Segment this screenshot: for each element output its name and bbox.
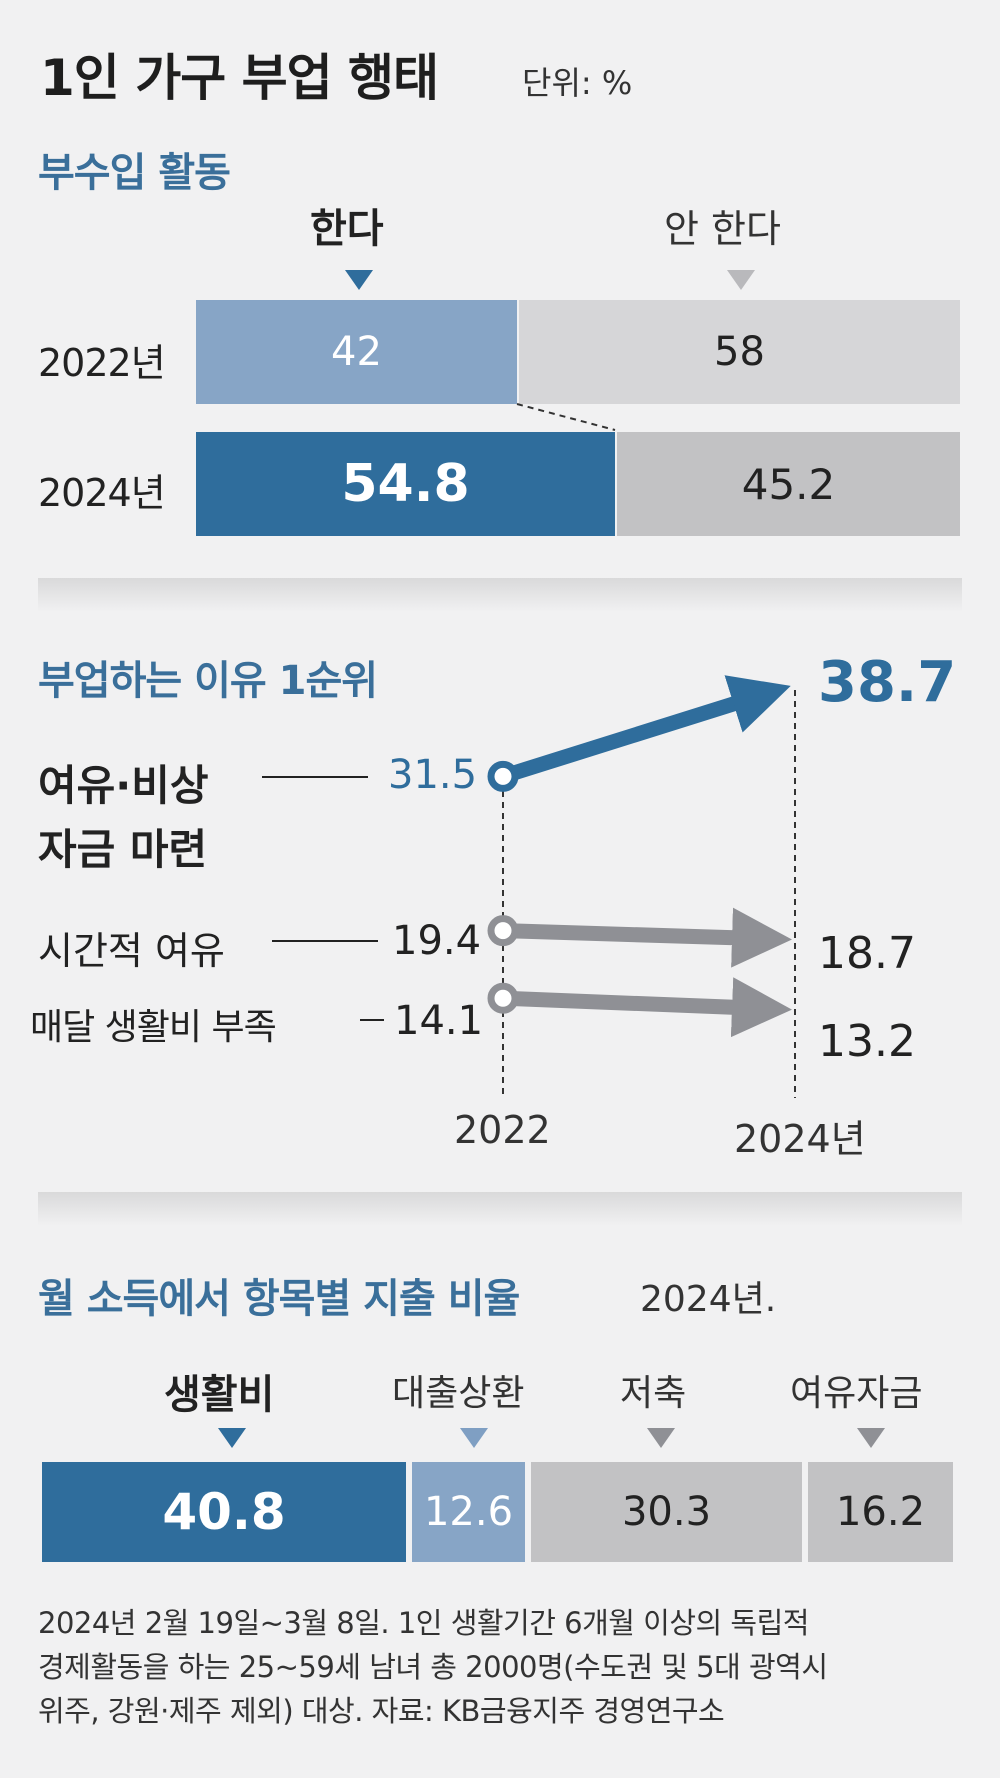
bar-2022-no: 58 xyxy=(519,300,960,404)
bar-2024-no: 45.2 xyxy=(617,432,960,536)
year-2024-label: 2024년 xyxy=(38,471,166,515)
spending-bar-saving: 30.3 xyxy=(531,1462,802,1562)
reason-1-value-2022: 31.5 xyxy=(388,752,478,798)
spending-value-spare: 16.2 xyxy=(835,1489,926,1535)
side-income-heading: 부수입 활동 xyxy=(38,150,231,196)
reason-1-label-line1: 여유·비상 xyxy=(38,761,209,810)
spending-bar-spare: 16.2 xyxy=(808,1462,953,1562)
reason-1-value-2024: 38.7 xyxy=(818,650,957,715)
reason-3-label: 매달 생활비 부족 xyxy=(30,1007,277,1048)
spending-marker-loan xyxy=(460,1428,488,1448)
side-income-connector xyxy=(516,403,616,431)
spending-value-loan: 12.6 xyxy=(423,1489,514,1535)
spending-marker-living xyxy=(218,1428,246,1448)
spending-bar-living: 40.8 xyxy=(42,1462,406,1562)
legend-no: 안 한다 xyxy=(664,207,781,251)
legend-yes: 한다 xyxy=(310,206,384,252)
bar-2024-yes: 54.8 xyxy=(196,432,615,536)
x-label-2024: 2024년 xyxy=(734,1117,866,1161)
reason-3-value-2022: 14.1 xyxy=(394,998,484,1044)
reason-3-value-2024: 13.2 xyxy=(818,1016,916,1067)
divider-2 xyxy=(38,1192,962,1226)
reason-1-dot xyxy=(487,760,519,792)
bar-2022-yes: 42 xyxy=(196,300,517,404)
footnote-line-3: 위주, 강원·제주 제외) 대상. 자료: KB금융지주 경영연구소 xyxy=(38,1694,725,1728)
year-2022-label: 2022년 xyxy=(38,341,166,385)
bar-2022-yes-value: 42 xyxy=(331,329,382,375)
footnote-line-1: 2024년 2월 19일~3월 8일. 1인 생활기간 6개월 이상의 독립적 xyxy=(38,1606,809,1640)
legend-no-marker xyxy=(727,270,755,290)
bar-2022-no-value: 58 xyxy=(714,329,765,375)
spending-bar-loan: 12.6 xyxy=(412,1462,525,1562)
divider-1 xyxy=(38,578,962,612)
spending-year: 2024년. xyxy=(640,1279,777,1320)
spending-marker-saving xyxy=(647,1428,675,1448)
spending-marker-spare xyxy=(857,1428,885,1448)
spending-value-saving: 30.3 xyxy=(621,1489,712,1535)
reason-1-arrow xyxy=(500,675,791,784)
unit-label: 단위: % xyxy=(522,64,633,102)
footnote-line-2: 경제활동을 하는 25~59세 남녀 총 2000명(수도권 및 5대 광역시 xyxy=(38,1650,828,1684)
legend-yes-marker xyxy=(345,270,373,290)
bar-2024-no-value: 45.2 xyxy=(741,459,836,509)
reason-2-dot xyxy=(487,915,519,947)
reasons-chart xyxy=(262,675,796,1098)
page-title: 1인 가구 부업 행태 xyxy=(40,49,439,107)
reason-2-label: 시간적 여유 xyxy=(38,929,225,973)
connector-line xyxy=(516,403,616,431)
spending-heading: 월 소득에서 항목별 지출 비율 xyxy=(38,1276,520,1322)
reasons-heading: 부업하는 이유 1순위 xyxy=(38,658,378,704)
bar-2024-yes-value: 54.8 xyxy=(341,454,470,514)
spending-label-spare: 여유자금 xyxy=(790,1373,923,1414)
spending-label-living: 생활비 xyxy=(164,1372,275,1418)
reason-2-arrow xyxy=(502,907,792,968)
reason-3-dot xyxy=(487,982,519,1014)
x-label-2022: 2022 xyxy=(454,1108,551,1152)
reason-3-arrow xyxy=(502,977,792,1038)
reason-2-value-2024: 18.7 xyxy=(818,928,916,979)
spending-value-living: 40.8 xyxy=(162,1483,286,1541)
reason-1-label-line2: 자금 마련 xyxy=(38,825,208,874)
spending-label-saving: 저축 xyxy=(620,1373,687,1414)
spending-label-loan: 대출상환 xyxy=(392,1373,525,1414)
reason-2-value-2022: 19.4 xyxy=(392,918,482,964)
